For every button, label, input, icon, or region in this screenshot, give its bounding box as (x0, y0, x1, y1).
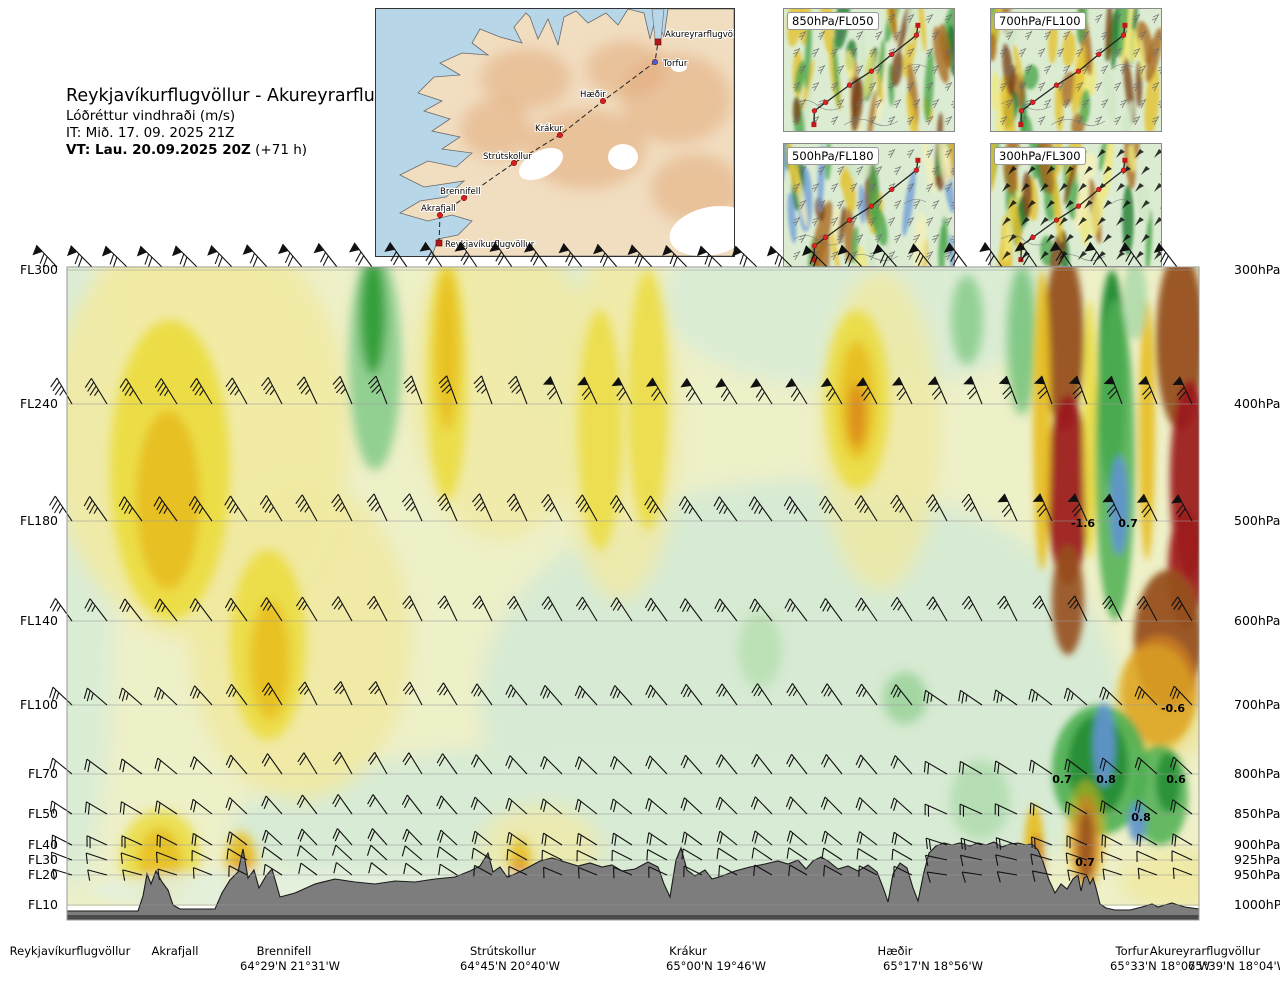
svg-text:0.7: 0.7 (1118, 517, 1138, 530)
contour-value-labels: -1.6 0.7 -0.6 0.7 0.8 0.6 0.8 0.7 (1052, 517, 1186, 869)
valid-time: VT: Lau. 20.09.2025 20Z (+71 h) (66, 141, 308, 158)
svg-text:0.6: 0.6 (1166, 773, 1186, 786)
header: Reykjavíkurflugvöllur - Akureyrarflugvöl… (66, 86, 435, 159)
glaciers (518, 62, 734, 256)
pressure-level-label: 700hPa (1234, 697, 1280, 712)
station-coordinates: 64°29'N 21°31'W (240, 959, 340, 973)
pressure-level-label: 900hPa (1234, 837, 1280, 852)
airport-marker (435, 239, 443, 247)
page-title: Reykjavíkurflugvöllur - Akureyrarflugvöl… (66, 86, 436, 106)
svg-text:0.7: 0.7 (1052, 773, 1072, 786)
panel-level-label: 850hPa/FL050 (787, 12, 879, 30)
panel-300hpafl300: 300hPa/FL300 (990, 143, 1162, 267)
map-station-label: Krákur (535, 124, 563, 134)
station-name: Akrafjall (151, 944, 199, 958)
pressure-level-label: 1000hPa (1234, 897, 1280, 912)
flight-level-label: FL180 (19, 513, 58, 528)
station-name: Brennifell (256, 944, 312, 958)
surface-base-strip (67, 915, 1199, 920)
waypoint-marker (510, 159, 518, 167)
flight-level-label: FL20 (27, 867, 58, 882)
station-coordinates: 64°45'N 20°40'W (460, 959, 560, 973)
flight-level-label: FL300 (19, 262, 58, 277)
panel-850hpafl050: 850hPa/FL050 (783, 8, 955, 132)
map-station-label: Strútskollur (483, 152, 532, 162)
route-overview-map: Reykjavíkurflugvöllur Akrafjall Brennifell… (375, 8, 735, 257)
waypoint-marker (436, 211, 444, 219)
flight-level-label: FL50 (27, 806, 58, 821)
map-station-label: Reykjavíkurflugvöllur (445, 240, 535, 250)
panel-level-label: 500hPa/FL180 (787, 147, 879, 165)
waypoint-marker (599, 97, 607, 105)
station-name: Krákur (669, 944, 707, 958)
station-coordinates: 65°00'N 19°46'W (666, 959, 766, 973)
station-coordinates: 65°17'N 18°56'W (883, 959, 983, 973)
panel-700hpafl100: 700hPa/FL100 (990, 8, 1162, 132)
flight-level-label: FL30 (27, 852, 58, 867)
pressure-level-label: 500hPa (1234, 513, 1280, 528)
flight-level-label: FL240 (19, 396, 58, 411)
map-station-label: Akureyrarflugvöllur (665, 30, 734, 40)
flight-level-label: FL140 (19, 613, 58, 628)
parameter-subtitle: Lóðréttur vindhraði (m/s) (66, 107, 236, 124)
flight-level-label: FL70 (27, 766, 58, 781)
svg-text:0.8: 0.8 (1096, 773, 1116, 786)
svg-text:0.8: 0.8 (1131, 811, 1151, 824)
pressure-level-label: 950hPa (1234, 867, 1280, 882)
map-station-label: Brennifell (440, 187, 480, 197)
airport-marker (654, 38, 662, 46)
station-name: Hæðir (877, 944, 913, 958)
waypoint-marker (556, 131, 564, 139)
pressure-level-label: 300hPa (1234, 262, 1280, 277)
pressure-level-label: 850hPa (1234, 806, 1280, 821)
pressure-level-label: 600hPa (1234, 613, 1280, 628)
panel-500hpafl180: 500hPa/FL180 (783, 143, 955, 267)
pressure-level-label: 800hPa (1234, 766, 1280, 781)
init-time: IT: Mið. 17. 09. 2025 21Z (66, 124, 235, 141)
map-station-label: Akrafjall (421, 204, 456, 214)
map-station-label: Torfur (662, 59, 688, 69)
station-name: Reykjavíkurflugvöllur (9, 944, 131, 958)
pressure-level-label: 925hPa (1234, 852, 1280, 867)
pressure-level-label: 400hPa (1234, 396, 1280, 411)
svg-text:0.7: 0.7 (1075, 856, 1095, 869)
route-line (438, 41, 659, 244)
terrain-profile (67, 842, 1199, 916)
wind-barbs (32, 241, 1193, 883)
station-name: Strútskollur (469, 944, 537, 958)
station-name: Akureyrarflugvöllur (1149, 944, 1261, 958)
map-station-label: Hæðir (580, 90, 606, 100)
panel-level-label: 300hPa/FL300 (994, 147, 1086, 165)
flight-level-label: FL40 (27, 837, 58, 852)
waypoint-marker (651, 58, 659, 66)
station-name: Torfur (1115, 944, 1149, 958)
flight-level-label: FL10 (27, 897, 58, 912)
station-coordinates: 65°39'N 18°04'W (1188, 959, 1280, 973)
svg-text:-0.6: -0.6 (1161, 702, 1185, 715)
vertical-wind-field (67, 267, 1199, 920)
flight-level-label: FL100 (19, 697, 58, 712)
waypoint-marker (460, 194, 468, 202)
panel-level-label: 700hPa/FL100 (994, 12, 1086, 30)
pressure-gridlines (67, 269, 1199, 906)
station-coordinates: 65°33'N 18°07'W (1110, 959, 1210, 973)
chart-frame (66, 266, 1200, 921)
svg-text:-1.6: -1.6 (1071, 517, 1095, 530)
